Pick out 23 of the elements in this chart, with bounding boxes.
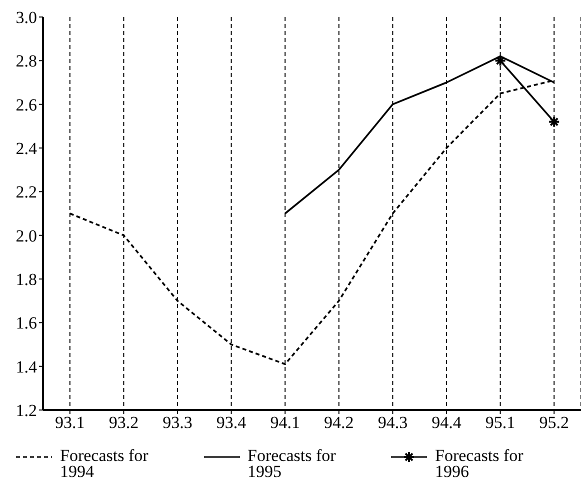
x-tick-label: 93.1 [55,413,85,432]
y-tick-label: 1.4 [16,357,38,376]
x-tick-label: 93.2 [108,413,139,432]
x-tick-label: 95.2 [539,413,569,432]
y-tick-label: 2.2 [16,182,37,202]
y-tick-label: 2.8 [16,52,37,71]
x-tick-label: 94.3 [378,413,408,432]
x-tick-label: 93.3 [162,413,192,432]
y-tick-label: 2.0 [16,226,37,246]
y-tick-label: 2.6 [16,95,37,114]
x-tick-label: 95.1 [485,413,516,432]
x-tick-label: 94.2 [324,413,354,432]
legend-label: Forecasts for 1995 [248,446,337,481]
legend-label: Forecasts for 1996 [435,446,524,481]
y-tick-label: 2.4 [16,139,38,158]
y-tick-label: 1.8 [16,270,37,290]
y-tick-label: 1.6 [16,314,37,333]
x-tick-label: 94.1 [270,413,300,432]
x-tick-label: 93.4 [216,413,247,432]
y-tick-label: 3.0 [16,8,37,28]
x-tick-label: 94.4 [432,413,462,432]
y-tick-label: 1.2 [16,401,37,420]
legend-label: Forecasts for 1994 [60,446,150,481]
